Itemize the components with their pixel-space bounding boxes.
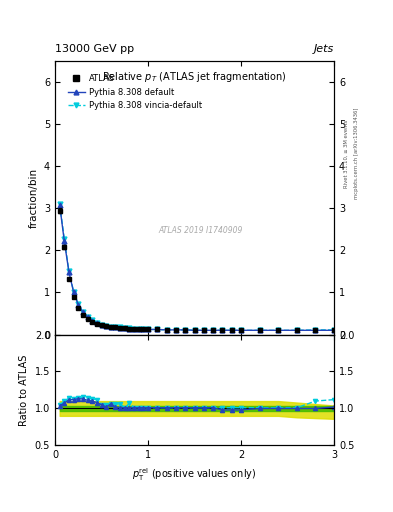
Text: Relative $p_T$ (ATLAS jet fragmentation): Relative $p_T$ (ATLAS jet fragmentation) bbox=[102, 70, 287, 83]
Text: 13000 GeV pp: 13000 GeV pp bbox=[55, 44, 134, 54]
Y-axis label: Ratio to ATLAS: Ratio to ATLAS bbox=[19, 354, 29, 425]
Text: mcplots.cern.ch [arXiv:1306.3436]: mcplots.cern.ch [arXiv:1306.3436] bbox=[354, 108, 359, 199]
Text: ATLAS 2019 I1740909: ATLAS 2019 I1740909 bbox=[158, 226, 242, 235]
X-axis label: $p_{\mathrm{T}}^{\mathrm{rel}}$ (positive values only): $p_{\mathrm{T}}^{\mathrm{rel}}$ (positiv… bbox=[132, 466, 257, 483]
Text: Rivet 3.1.10, ≥ 3M events: Rivet 3.1.10, ≥ 3M events bbox=[344, 119, 349, 188]
Text: Jets: Jets bbox=[314, 44, 334, 54]
Y-axis label: fraction/bin: fraction/bin bbox=[28, 168, 39, 228]
Legend: ATLAS, Pythia 8.308 default, Pythia 8.308 vincia-default: ATLAS, Pythia 8.308 default, Pythia 8.30… bbox=[65, 71, 206, 113]
